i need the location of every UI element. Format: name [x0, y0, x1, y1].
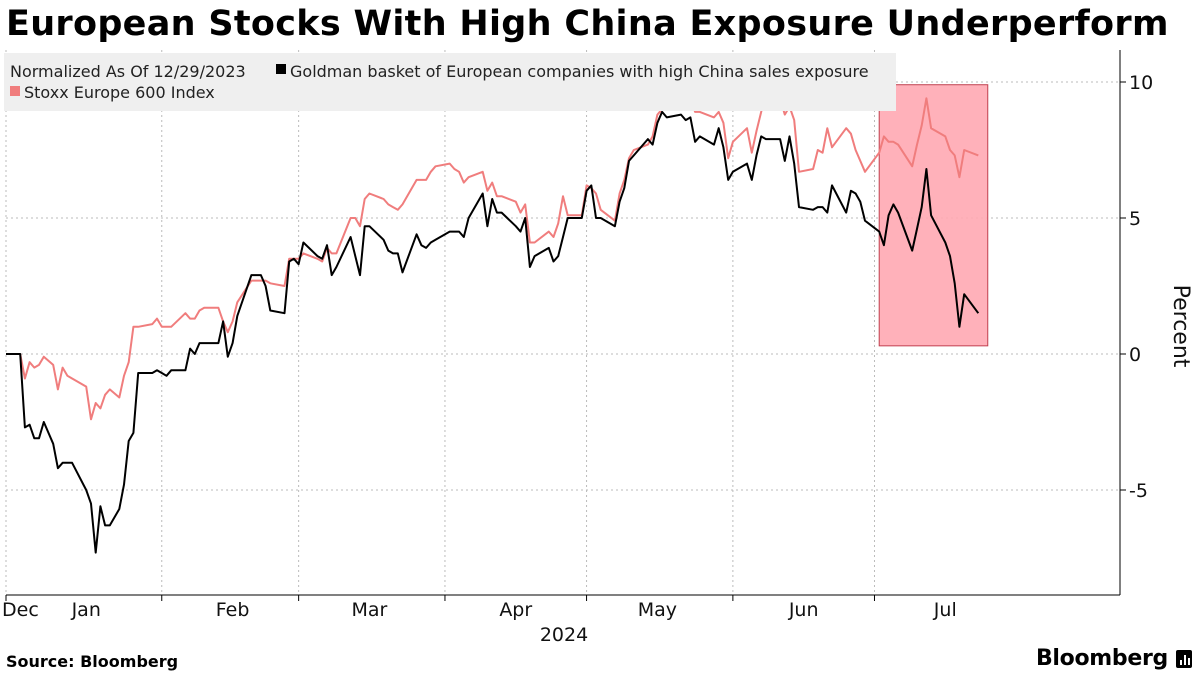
legend-prefix: Normalized As Of 12/29/2023 — [10, 62, 246, 81]
series-line-stoxx — [6, 91, 979, 421]
y-tick-label: 0 — [1129, 344, 1141, 366]
x-tick-label: Jun — [788, 599, 819, 621]
highlight-box — [878, 84, 989, 347]
x-tick-label: Jan — [71, 599, 101, 621]
highlight-layer — [878, 84, 989, 347]
x-tick-label: Jul — [933, 599, 957, 621]
x-tick-label: May — [638, 599, 677, 621]
x-tick-label: Mar — [352, 599, 388, 621]
bloomberg-logo: Bloomberg — [1035, 646, 1168, 671]
legend-label-goldman: Goldman basket of European companies wit… — [290, 62, 869, 81]
legend-swatch-stoxx — [10, 86, 20, 96]
x-tick-label: Apr — [499, 599, 532, 621]
legend-background — [4, 53, 896, 111]
bloomberg-terminal-icon — [1176, 650, 1192, 668]
series-layer — [6, 91, 980, 554]
x-tick-label: Dec — [2, 599, 39, 621]
y-tick-label: 5 — [1129, 208, 1141, 230]
legend-label-stoxx: Stoxx Europe 600 Index — [24, 83, 215, 102]
legend: Normalized As Of 12/29/2023 Goldman bask… — [4, 53, 896, 111]
y-tick-label: -5 — [1129, 480, 1148, 502]
legend-swatch-goldman — [276, 64, 286, 74]
x-axis-year-label: 2024 — [540, 624, 588, 646]
series-line-goldman — [6, 110, 980, 554]
chart-title: European Stocks With High China Exposure… — [6, 4, 1169, 44]
source-note: Source: Bloomberg — [6, 652, 179, 671]
axis-layer: -5 0 5 10 Dec Jan Feb Mar Apr May Jun Jul — [2, 50, 1153, 621]
x-tick-label: Feb — [216, 599, 250, 621]
y-axis-label: Percent — [1168, 285, 1193, 368]
y-tick-label: 10 — [1129, 72, 1153, 94]
